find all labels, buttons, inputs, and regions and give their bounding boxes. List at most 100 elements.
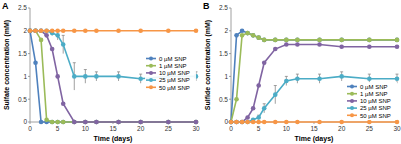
point	[138, 120, 143, 125]
point	[256, 120, 261, 125]
point	[317, 120, 322, 125]
point	[262, 106, 267, 111]
error-cap	[95, 71, 98, 72]
point	[44, 29, 49, 34]
point	[273, 120, 278, 125]
error-cap	[318, 74, 321, 75]
y-tick-label: 1.5	[219, 50, 228, 57]
point	[55, 29, 60, 34]
y-tick	[28, 99, 30, 100]
x-axis	[231, 122, 397, 123]
point	[94, 120, 99, 125]
legend-label: 0 µM SNP	[360, 84, 387, 90]
legend-label: 10 µM SNP	[159, 70, 190, 76]
legend-label: 25 µM SNP	[360, 105, 391, 111]
point	[72, 29, 77, 34]
point	[33, 29, 38, 34]
point	[284, 42, 289, 47]
point	[295, 76, 300, 81]
x-tick-label: 5	[56, 125, 60, 132]
series-line	[231, 76, 397, 122]
x-axis-label: Time (days)	[94, 135, 133, 143]
legend-label: 0 µM SNP	[159, 56, 186, 62]
point	[295, 38, 300, 43]
point	[83, 120, 88, 125]
point	[138, 76, 143, 81]
point	[39, 29, 44, 34]
x-tick-label: 15	[310, 125, 318, 132]
point	[50, 47, 55, 52]
error-cap	[62, 35, 65, 36]
point	[245, 31, 250, 36]
point	[234, 120, 239, 125]
point	[33, 29, 38, 34]
y-tick	[229, 76, 231, 77]
point	[44, 29, 49, 34]
point	[166, 120, 171, 125]
legend-label: 1 µM SNP	[159, 63, 186, 69]
series-line	[30, 31, 196, 122]
point	[251, 33, 256, 38]
x-tick-label: 25	[165, 125, 173, 132]
point	[284, 38, 289, 43]
x-tick-label: 0	[28, 125, 32, 132]
point	[229, 120, 234, 125]
point	[295, 38, 300, 43]
point	[339, 44, 344, 49]
error-cap	[117, 71, 120, 72]
point	[194, 120, 199, 125]
point	[251, 33, 256, 38]
point	[273, 38, 278, 43]
point	[256, 35, 261, 40]
point	[367, 38, 372, 43]
series-line	[231, 33, 397, 122]
point	[33, 29, 38, 34]
point	[72, 120, 77, 125]
point	[194, 120, 199, 125]
y-tick-label: 0	[224, 118, 228, 125]
point	[240, 120, 245, 125]
series-line	[30, 31, 196, 122]
point	[116, 120, 121, 125]
point	[262, 60, 267, 65]
point	[116, 29, 121, 34]
point	[94, 74, 99, 79]
y-tick-label: 1	[224, 73, 228, 80]
series-line	[30, 31, 196, 79]
point	[251, 120, 256, 125]
point	[229, 120, 234, 125]
point	[284, 120, 289, 125]
point	[28, 29, 33, 34]
point	[39, 120, 44, 125]
point	[339, 38, 344, 43]
series-line	[231, 121, 397, 123]
point	[273, 92, 278, 97]
point	[317, 38, 322, 43]
legend-label: 50 µM SNP	[159, 85, 190, 91]
point	[229, 120, 234, 125]
point	[256, 115, 261, 120]
legend-box	[346, 82, 397, 120]
point	[234, 120, 239, 125]
point	[55, 74, 60, 79]
point	[166, 120, 171, 125]
point	[395, 120, 400, 125]
y-tick-label: 2.5	[18, 4, 27, 11]
point	[116, 120, 121, 125]
point	[240, 33, 245, 38]
point	[166, 29, 171, 34]
error-cap	[368, 74, 371, 75]
point	[284, 79, 289, 84]
point	[240, 120, 245, 125]
point	[94, 120, 99, 125]
x-tick-label: 30	[393, 125, 401, 132]
point	[262, 38, 267, 43]
point	[229, 120, 234, 125]
point	[194, 120, 199, 125]
point	[33, 29, 38, 34]
point	[367, 44, 372, 49]
series-line	[30, 30, 196, 32]
y-tick-label: 2	[224, 27, 228, 34]
point	[116, 120, 121, 125]
y-axis-label: Sulfide concentration (mM)	[204, 20, 212, 110]
